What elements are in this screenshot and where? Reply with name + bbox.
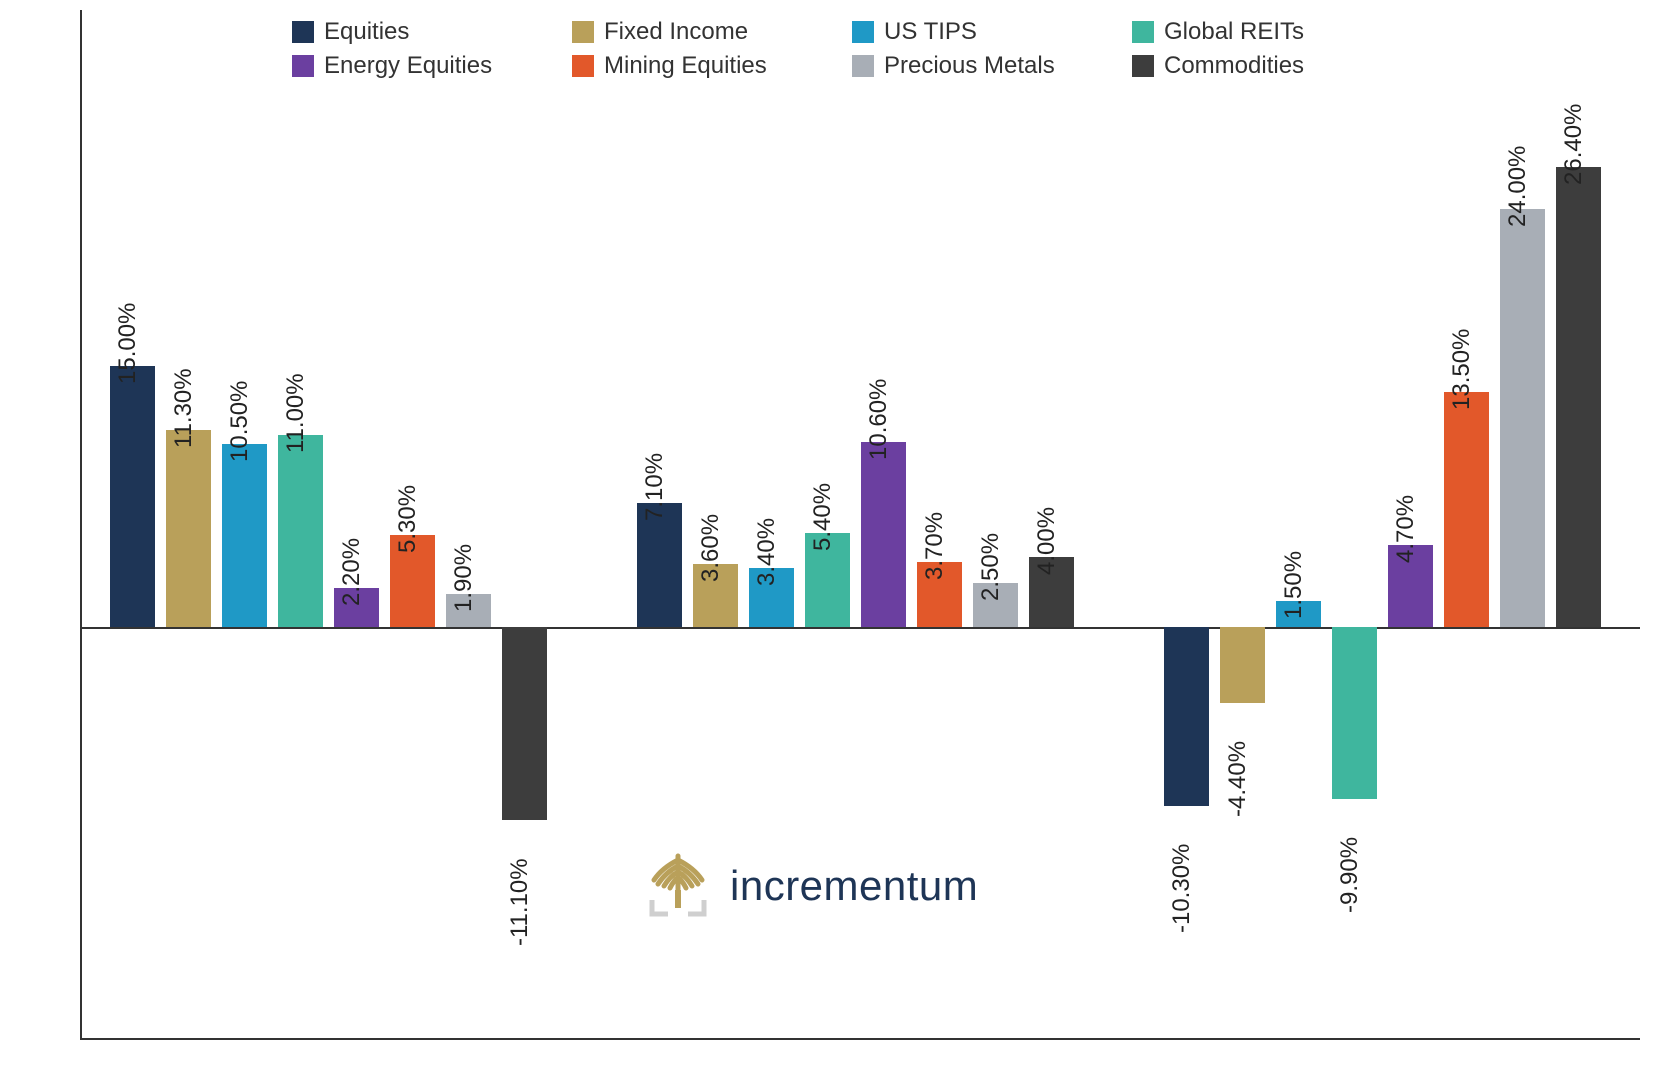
zero-baseline [82,627,1640,629]
bar-value-label: 3.60% [697,514,725,582]
bar-value-label: 7.10% [641,453,669,521]
bar [502,627,547,820]
legend-swatch [1132,55,1154,77]
bar-value-label: -9.90% [1336,837,1364,913]
bar-value-label: 10.60% [865,379,893,460]
bar-value-label: 5.30% [394,484,422,552]
bar-value-label: 2.50% [977,533,1005,601]
brand-logo: incrementum [642,850,978,922]
legend-item: Commodities [1132,52,1412,80]
bar [166,430,211,627]
legend-label: Precious Metals [884,52,1055,80]
bar-value-label: -10.30% [1168,844,1196,933]
legend-swatch [572,21,594,43]
bar [637,503,682,627]
legend-swatch [292,21,314,43]
bar-value-label: 11.30% [170,369,198,449]
bar-value-label: 13.50% [1448,328,1476,409]
bar-value-label: 10.50% [226,381,254,462]
brand-name: incrementum [730,862,978,910]
legend-swatch [1132,21,1154,43]
legend: Equities Fixed Income US TIPS Global REITs E… [292,18,1412,86]
bar-value-label: 15.00% [114,302,142,383]
bar [1556,167,1601,626]
legend-item: Energy Equities [292,52,572,80]
chart-container: Equities Fixed Income US TIPS Global REITs E… [80,10,1640,1040]
bar [222,444,267,627]
bar-value-label: -11.10% [506,858,534,946]
bar-value-label: 24.00% [1504,146,1532,227]
legend-label: Mining Equities [604,52,767,80]
bar-value-label: 1.50% [1280,551,1308,619]
legend-item: Mining Equities [572,52,852,80]
bar [1332,627,1377,799]
legend-label: Equities [324,18,409,46]
legend-label: Commodities [1164,52,1304,80]
legend-swatch [572,55,594,77]
incrementum-tree-icon [642,850,714,922]
bar-value-label: 26.40% [1560,104,1588,185]
bar-value-label: 1.90% [450,544,478,612]
legend-swatch [852,55,874,77]
legend-label: Energy Equities [324,52,492,80]
bar-value-label: 11.00% [282,374,310,454]
bar [1444,392,1489,627]
bar [1164,627,1209,806]
legend-item: Fixed Income [572,18,852,46]
legend-label: Fixed Income [604,18,748,46]
bar-value-label: 4.00% [1033,507,1061,575]
legend-item: Equities [292,18,572,46]
bar-value-label: 2.20% [338,538,366,606]
bar-value-label: -4.40% [1224,741,1252,817]
legend-label: US TIPS [884,18,977,46]
legend-swatch [292,55,314,77]
bar-value-label: 5.40% [809,483,837,551]
bar-value-label: 4.70% [1392,495,1420,563]
bar-value-label: 3.70% [921,512,949,580]
legend-swatch [852,21,874,43]
legend-item: US TIPS [852,18,1132,46]
bar-value-label: 3.40% [753,518,781,586]
bar [861,442,906,626]
legend-item: Global REITs [1132,18,1412,46]
bar [278,435,323,626]
legend-label: Global REITs [1164,18,1304,46]
legend-item: Precious Metals [852,52,1132,80]
bar [110,366,155,627]
plot-area: 15.00% 11.30% 10.50% 11.00% 2.20% 5.30% 1.90% -… [82,90,1640,1038]
bar [1220,627,1265,704]
bar [1500,209,1545,627]
